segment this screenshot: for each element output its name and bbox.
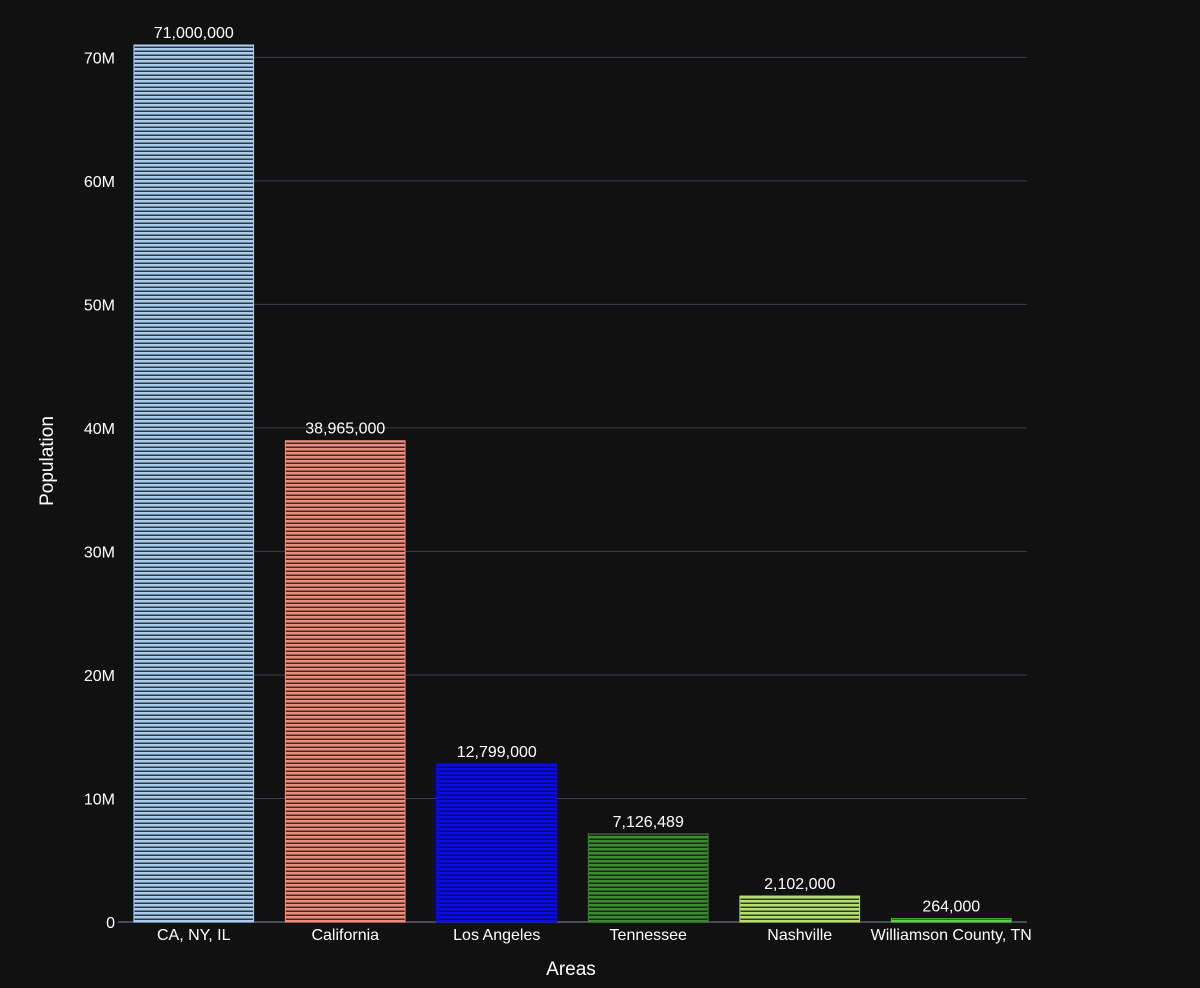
bar-value-label: 71,000,000 [154, 25, 234, 42]
y-axis-title: Population [37, 416, 58, 506]
x-axis-title: Areas [546, 959, 596, 980]
y-tick-label: 50M [84, 297, 115, 314]
y-tick-label: 40M [84, 421, 115, 438]
bar-value-label: 7,126,489 [613, 814, 684, 831]
bar-value-label: 38,965,000 [305, 421, 385, 438]
bar-value-label: 264,000 [922, 899, 980, 916]
bar-5 [739, 895, 861, 923]
x-tick-label: California [311, 927, 379, 944]
y-tick-label: 10M [84, 791, 115, 808]
bar-1 [133, 44, 255, 923]
y-tick-label: 20M [84, 668, 115, 685]
x-tick-label: Nashville [767, 927, 832, 944]
bar-layer [133, 44, 1012, 923]
label-layer: 0 10M 20M 30M 40M 50M 60M 70M 71,000,000 CA, NY, … [84, 25, 1032, 944]
bar-6 [890, 918, 1012, 923]
y-tick-label: 70M [84, 50, 115, 67]
x-tick-label: Tennessee [610, 927, 687, 944]
x-tick-label: Williamson County, TN [871, 927, 1032, 944]
y-tick-label: 60M [84, 174, 115, 191]
bar-4 [587, 833, 709, 923]
grid-layer [118, 56, 1027, 923]
bar-value-label: 12,799,000 [457, 744, 537, 761]
x-tick-label: Los Angeles [453, 927, 540, 944]
x-tick-label: CA, NY, IL [157, 927, 231, 944]
y-tick-label: 30M [84, 544, 115, 561]
bar-2 [284, 440, 406, 923]
y-tick-label: 0 [106, 915, 115, 932]
bar-value-label: 2,102,000 [764, 876, 835, 893]
bar-3 [436, 763, 558, 923]
